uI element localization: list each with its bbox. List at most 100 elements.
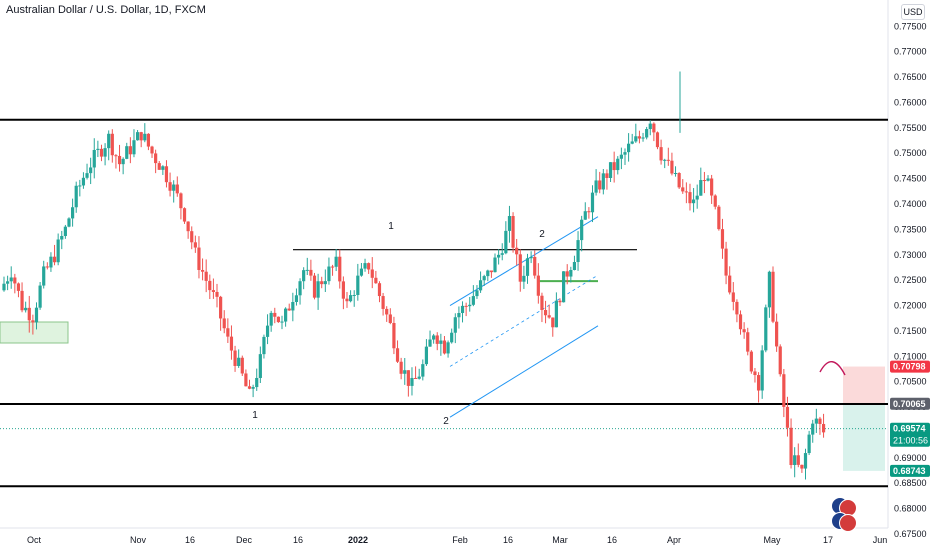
candle-body: [775, 321, 779, 347]
candle-body: [504, 230, 508, 254]
candle-body: [580, 219, 584, 241]
candle-body: [229, 336, 234, 351]
x-tick-label: May: [763, 535, 781, 545]
candle-body: [710, 178, 714, 196]
y-tick-label: 0.74000: [894, 199, 927, 209]
candle-body: [60, 236, 64, 240]
price-label-bg: [890, 422, 930, 447]
candle-body: [645, 129, 649, 138]
candle-body: [641, 137, 645, 139]
candle-body: [525, 258, 530, 276]
candle-body: [565, 271, 569, 277]
candle-body: [89, 167, 93, 174]
candle-body: [587, 211, 591, 213]
x-tick-label: 16: [607, 535, 617, 545]
candle-body: [182, 208, 187, 222]
candle-body: [753, 371, 757, 376]
candle-body: [399, 361, 403, 374]
candle-body: [168, 182, 172, 191]
candle-body: [255, 377, 259, 388]
candle-body: [125, 146, 129, 159]
candle-body: [478, 280, 483, 291]
candle-body: [594, 180, 598, 193]
candle-body: [471, 296, 475, 305]
candle-body: [323, 281, 327, 285]
candle-body: [691, 199, 696, 204]
candle-body: [551, 317, 555, 328]
candle-body: [663, 159, 667, 161]
candle-body: [154, 153, 158, 164]
candle-body: [406, 370, 410, 386]
y-tick-label: 0.75000: [894, 148, 927, 158]
candle-body: [219, 296, 223, 319]
candle-body: [818, 418, 822, 424]
candle-body: [446, 342, 450, 354]
event-flags[interactable]: [829, 497, 857, 532]
candle-body: [150, 146, 154, 154]
x-tick-label: 16: [185, 535, 195, 545]
candle-body: [215, 291, 219, 297]
candle-body: [132, 140, 136, 155]
candle-body: [67, 218, 71, 227]
candle-body: [417, 376, 421, 379]
candle-body: [652, 123, 656, 133]
candle-body: [13, 277, 17, 284]
candle-body: [511, 216, 515, 248]
candle-body: [695, 195, 699, 200]
candle-body: [738, 314, 743, 330]
candle-body: [536, 275, 540, 296]
candle-body: [31, 320, 35, 323]
candle-body: [547, 315, 551, 318]
take-profit-zone: [843, 404, 885, 471]
candle-body: [493, 257, 497, 273]
candle-body: [262, 336, 266, 355]
currency-button[interactable]: USD: [901, 4, 925, 20]
candle-body: [45, 266, 49, 268]
candle-body: [453, 317, 457, 333]
candle-body: [258, 354, 262, 378]
candle-body: [370, 269, 374, 278]
y-tick-label: 0.71000: [894, 351, 927, 361]
candle-body: [529, 256, 533, 259]
candle-body: [244, 373, 248, 387]
candle-body: [92, 149, 96, 168]
candle-body: [381, 296, 385, 309]
candle-body: [20, 290, 24, 311]
candle-body: [605, 173, 609, 178]
candle-body: [186, 221, 190, 232]
candle-body: [432, 335, 436, 340]
candle-body: [800, 464, 804, 469]
candle-body: [395, 348, 400, 362]
candle-body: [540, 295, 544, 311]
us-flag-icon-2[interactable]: [839, 514, 857, 532]
y-tick-label: 0.77500: [894, 21, 927, 31]
y-tick-label: 0.70500: [894, 377, 927, 387]
candle-body: [793, 455, 797, 465]
candle-body: [139, 132, 143, 141]
candle-body: [81, 177, 86, 186]
y-tick-label: 0.71500: [894, 326, 927, 336]
candle-body: [161, 166, 165, 170]
y-tick-label: 0.77000: [894, 47, 927, 57]
candle-body: [348, 295, 353, 302]
candle-body: [273, 312, 277, 317]
candle-body: [388, 314, 392, 323]
candle-body: [760, 350, 764, 391]
candle-body: [143, 133, 147, 141]
x-tick-label: 17: [823, 535, 833, 545]
price-label-text: 0.68743: [893, 466, 926, 476]
candle-body: [648, 123, 652, 130]
price-label-bg: [890, 397, 930, 410]
candle-body: [435, 335, 439, 344]
candle-body: [338, 256, 342, 282]
candle-body: [345, 298, 349, 302]
candle-body: [96, 148, 100, 150]
candle-body: [807, 434, 811, 454]
price-label-bg: [890, 464, 930, 477]
candle-body: [6, 281, 10, 284]
candle-body: [789, 427, 793, 465]
candle-body: [233, 350, 237, 366]
candle-body: [392, 322, 396, 349]
y-tick-label: 0.69000: [894, 453, 927, 463]
